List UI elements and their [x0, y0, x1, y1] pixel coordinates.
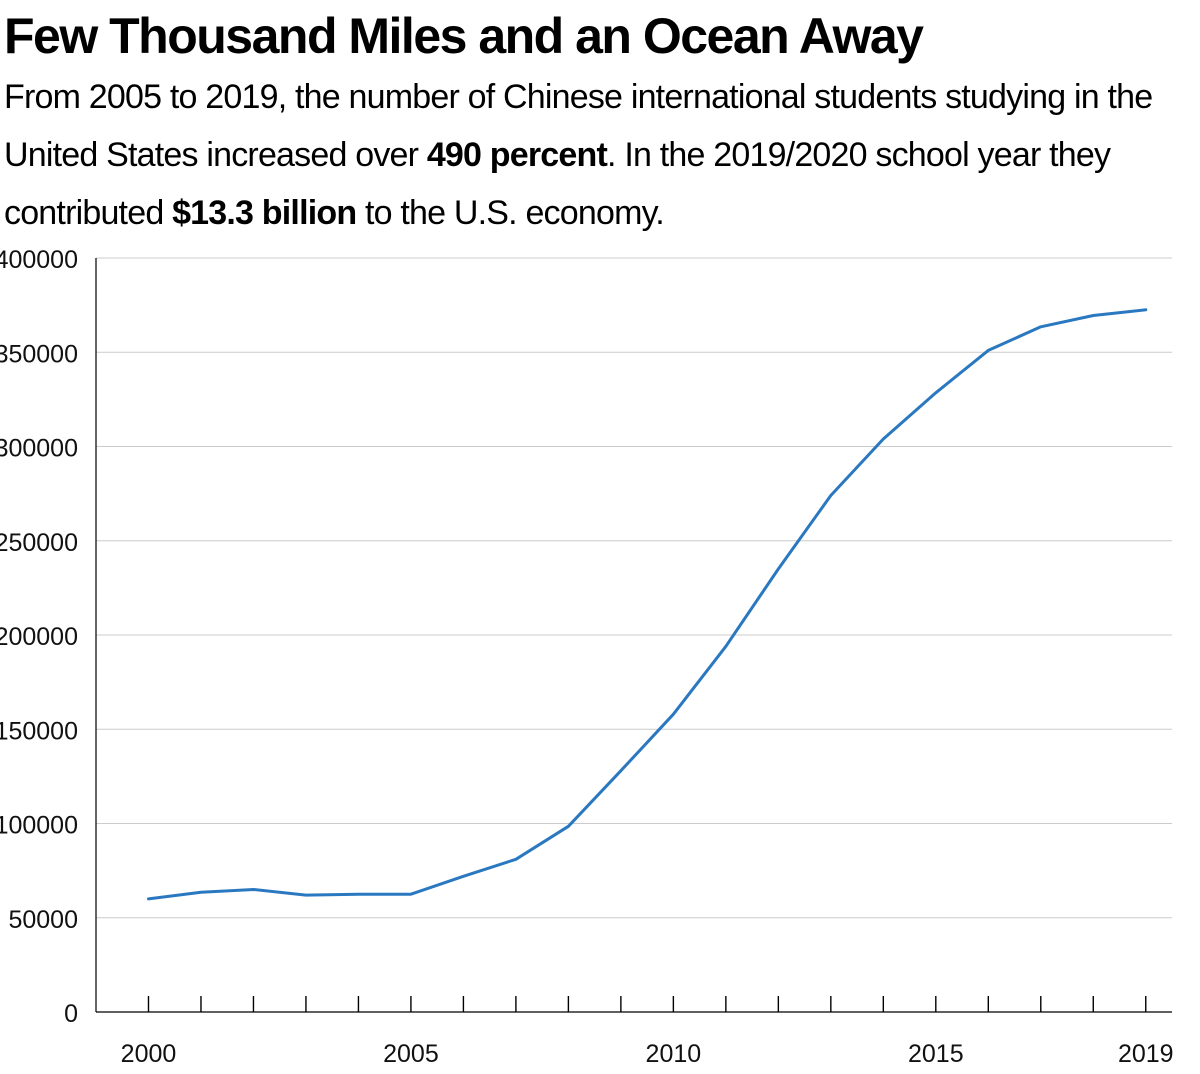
x-tick-label: 2015 [908, 1040, 964, 1068]
x-tick-label: 2000 [121, 1040, 177, 1068]
y-tick-label: 50000 [8, 906, 78, 934]
x-tick-label: 2005 [383, 1040, 439, 1068]
y-tick-label: 150000 [0, 717, 78, 745]
y-tick-label: 400000 [0, 246, 78, 274]
subtitle-text: From 2005 to 2019, the number of Chinese… [4, 78, 1153, 174]
subtitle-text: to the U.S. economy. [356, 194, 665, 232]
line-chart: 0 50000 100000 150000 200000 250000 300000 3500… [0, 246, 1174, 1068]
series-line [147, 308, 1148, 901]
y-tick-label: 100000 [0, 812, 78, 840]
subtitle-highlight: 490 percent [426, 136, 608, 174]
subtitle-highlight: $13.3 billion [172, 194, 357, 232]
x-tick-label: 2019 [1118, 1040, 1174, 1068]
y-tick-label: 200000 [0, 623, 78, 651]
x-tick-label: 2010 [646, 1040, 702, 1068]
chart-title: Few Thousand Miles and an Ocean Away [4, 8, 924, 64]
subtitle-text: . In the 2019/2020 school year they cont… [4, 136, 1111, 232]
y-tick-label: 350000 [0, 340, 78, 368]
y-tick-label: 250000 [0, 529, 78, 557]
chart-subtitle: From 2005 to 2019, the number of Chinese… [4, 68, 1196, 242]
y-tick-label: 300000 [0, 435, 78, 463]
y-tick-label: 0 [64, 1000, 78, 1028]
